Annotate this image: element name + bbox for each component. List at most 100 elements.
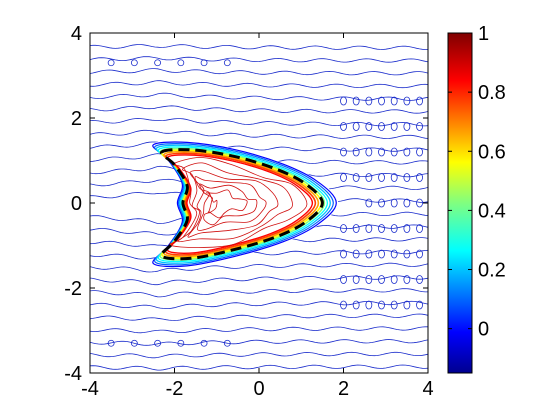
background-contour-line: [90, 288, 428, 298]
background-contour-line: [90, 44, 428, 50]
island-contour: [416, 147, 423, 157]
island-contour: [340, 122, 347, 131]
island-contour: [378, 275, 385, 284]
background-contour-line: [90, 351, 428, 359]
island-contour: [416, 275, 423, 284]
island-contour: [378, 122, 385, 131]
x-axis-ticks: -4 -2 0 2 4: [81, 33, 434, 400]
island-contour: [154, 59, 162, 67]
x-tick-label: 4: [422, 378, 433, 400]
colorbar-ticks: 0 0.2 0.4 0.6 0.8 1: [448, 23, 506, 341]
island-contour: [416, 173, 423, 182]
background-contour-line: [90, 56, 428, 63]
island-contour: [340, 147, 347, 157]
island-contour: [390, 249, 398, 259]
island-contour: [352, 300, 360, 310]
background-contour-line: [90, 262, 428, 273]
island-contour: [416, 300, 423, 310]
background-contour-line: [90, 364, 428, 371]
island-contour: [390, 224, 398, 233]
island-contour: [416, 96, 423, 106]
island-contour: [378, 198, 385, 208]
island-contour: [403, 300, 411, 310]
band-contour-line: [152, 141, 337, 268]
island-contour: [390, 96, 398, 106]
island-contour: [378, 147, 385, 157]
island-contour: [365, 224, 373, 233]
background-contour-line: [90, 141, 428, 152]
x-tick-label: -4: [81, 378, 99, 400]
island-contour: [416, 224, 423, 233]
y-tick-label: 2: [71, 108, 82, 130]
island-contour: [107, 339, 115, 347]
island-contour: [200, 59, 208, 67]
plot-area: -4 -2 0 2 4 -4 -2 0 2 4: [64, 23, 433, 400]
island-contour: [365, 249, 373, 259]
island-contour: [352, 249, 360, 259]
island-contour: [378, 96, 385, 106]
island-contour: [390, 275, 398, 284]
band-contour-line: [155, 144, 331, 264]
background-contour-line: [90, 300, 428, 309]
island-contour: [340, 96, 347, 106]
inner-contour-line: [194, 176, 267, 231]
island-contour: [416, 198, 423, 208]
island-contour: [403, 173, 411, 182]
island-contour: [365, 96, 373, 106]
island-contour: [403, 198, 411, 208]
island-contour: [352, 173, 360, 182]
inner-contour-line: [187, 170, 279, 238]
island-contour: [378, 173, 385, 182]
island-contour: [403, 224, 411, 233]
island-contour: [365, 198, 373, 208]
island-contour: [390, 173, 398, 182]
band-contour-line: [166, 154, 314, 254]
island-contour: [130, 59, 138, 67]
y-axis-ticks: -4 -2 0 2 4: [64, 23, 428, 385]
island-contour: [365, 300, 373, 310]
island-contour: [403, 249, 411, 259]
island-contour: [340, 300, 347, 310]
island-contour: [154, 339, 162, 347]
island-contour: [340, 249, 347, 259]
background-contour-line: [90, 129, 428, 140]
island-contour: [390, 300, 398, 310]
island-contour: [177, 59, 185, 67]
island-contour: [365, 147, 373, 157]
x-tick-label: -2: [166, 378, 184, 400]
island-contour: [378, 300, 385, 310]
colorbar-tick-label: 1: [478, 23, 489, 45]
island-contour: [378, 249, 385, 259]
island-contour: [403, 122, 411, 131]
inner-contour-line: [169, 157, 308, 248]
inner-contour-line: [177, 162, 293, 243]
island-contour: [200, 339, 208, 347]
island-contour: [352, 122, 360, 131]
island-contour: [352, 275, 360, 284]
background-contour-line: [90, 326, 428, 334]
band-contour-line: [154, 143, 334, 266]
island-contour: [223, 59, 231, 67]
island-contour: [416, 249, 423, 259]
colorbar-gradient: [447, 32, 473, 374]
island-contour: [378, 224, 385, 233]
band-contour-line: [157, 146, 329, 263]
island-contour: [365, 122, 373, 131]
band-contour-line: [164, 152, 317, 256]
background-contour-line: [90, 339, 428, 346]
island-contour: [390, 122, 398, 131]
island-contour: [403, 275, 411, 284]
colorbar-tick-label: 0: [478, 319, 489, 341]
y-tick-label: 0: [71, 193, 82, 215]
island-contour: [130, 339, 138, 347]
island-contour: [403, 96, 411, 106]
dashed-boundary-curve: [159, 148, 324, 261]
x-tick-label: 2: [338, 378, 349, 400]
island-contour: [352, 147, 360, 157]
inner-contour-line: [205, 189, 248, 219]
y-tick-label: 4: [71, 23, 82, 45]
island-contour: [365, 275, 373, 284]
colorbar: 0 0.2 0.4 0.6 0.8 1: [447, 23, 506, 374]
background-contour-line: [90, 105, 428, 114]
